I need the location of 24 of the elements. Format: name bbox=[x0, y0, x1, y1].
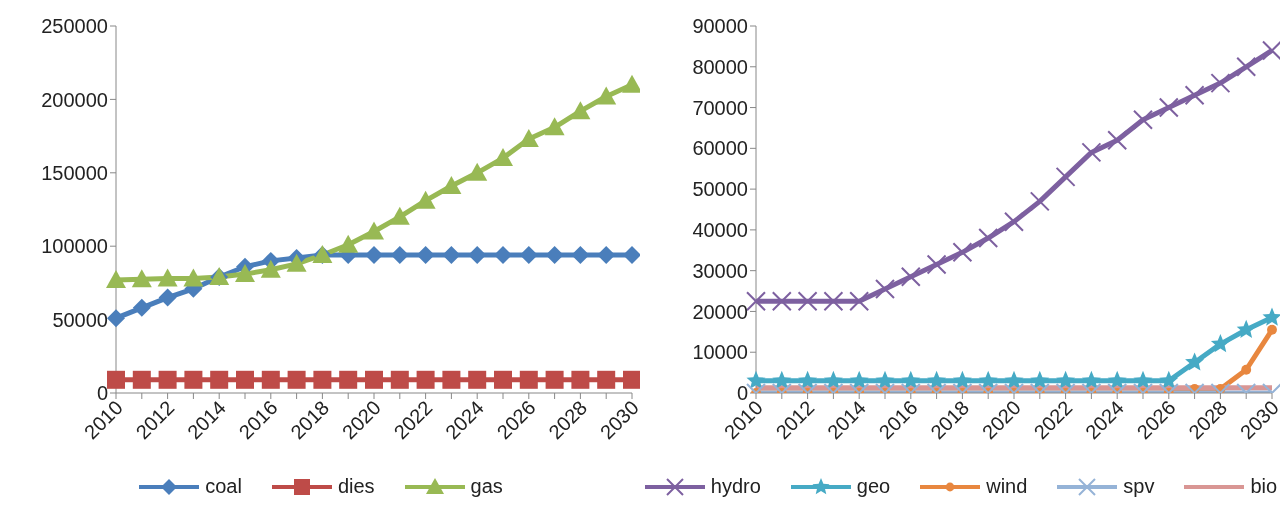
y-tick-label: 70000 bbox=[692, 96, 748, 119]
legend-label: spv bbox=[1123, 475, 1155, 498]
legend-label: geo bbox=[856, 475, 891, 498]
y-tick-label: 10000 bbox=[692, 341, 748, 364]
y-tick-label: 30000 bbox=[692, 259, 748, 282]
legend-label: bio bbox=[1250, 475, 1278, 498]
y-tick-label: 50000 bbox=[692, 178, 748, 201]
legend-label: hydro bbox=[710, 475, 761, 498]
y-tick-label: 0 bbox=[96, 382, 108, 405]
y-tick-label: 0 bbox=[736, 382, 748, 405]
y-tick-label: 100000 bbox=[41, 235, 108, 258]
y-tick-label: 200000 bbox=[41, 88, 108, 111]
y-tick-label: 20000 bbox=[692, 300, 748, 323]
legend-label: wind bbox=[986, 475, 1028, 498]
y-tick-label: 80000 bbox=[692, 55, 748, 78]
y-tick-label: 90000 bbox=[692, 15, 748, 38]
legend-label: coal bbox=[205, 475, 242, 498]
legend-label: gas bbox=[470, 475, 503, 498]
y-tick-label: 60000 bbox=[692, 137, 748, 160]
legend-label: dies bbox=[337, 475, 375, 498]
y-tick-label: 40000 bbox=[692, 218, 748, 241]
y-tick-label: 150000 bbox=[41, 161, 108, 184]
y-tick-label: 250000 bbox=[41, 15, 108, 38]
y-tick-label: 50000 bbox=[52, 308, 108, 331]
